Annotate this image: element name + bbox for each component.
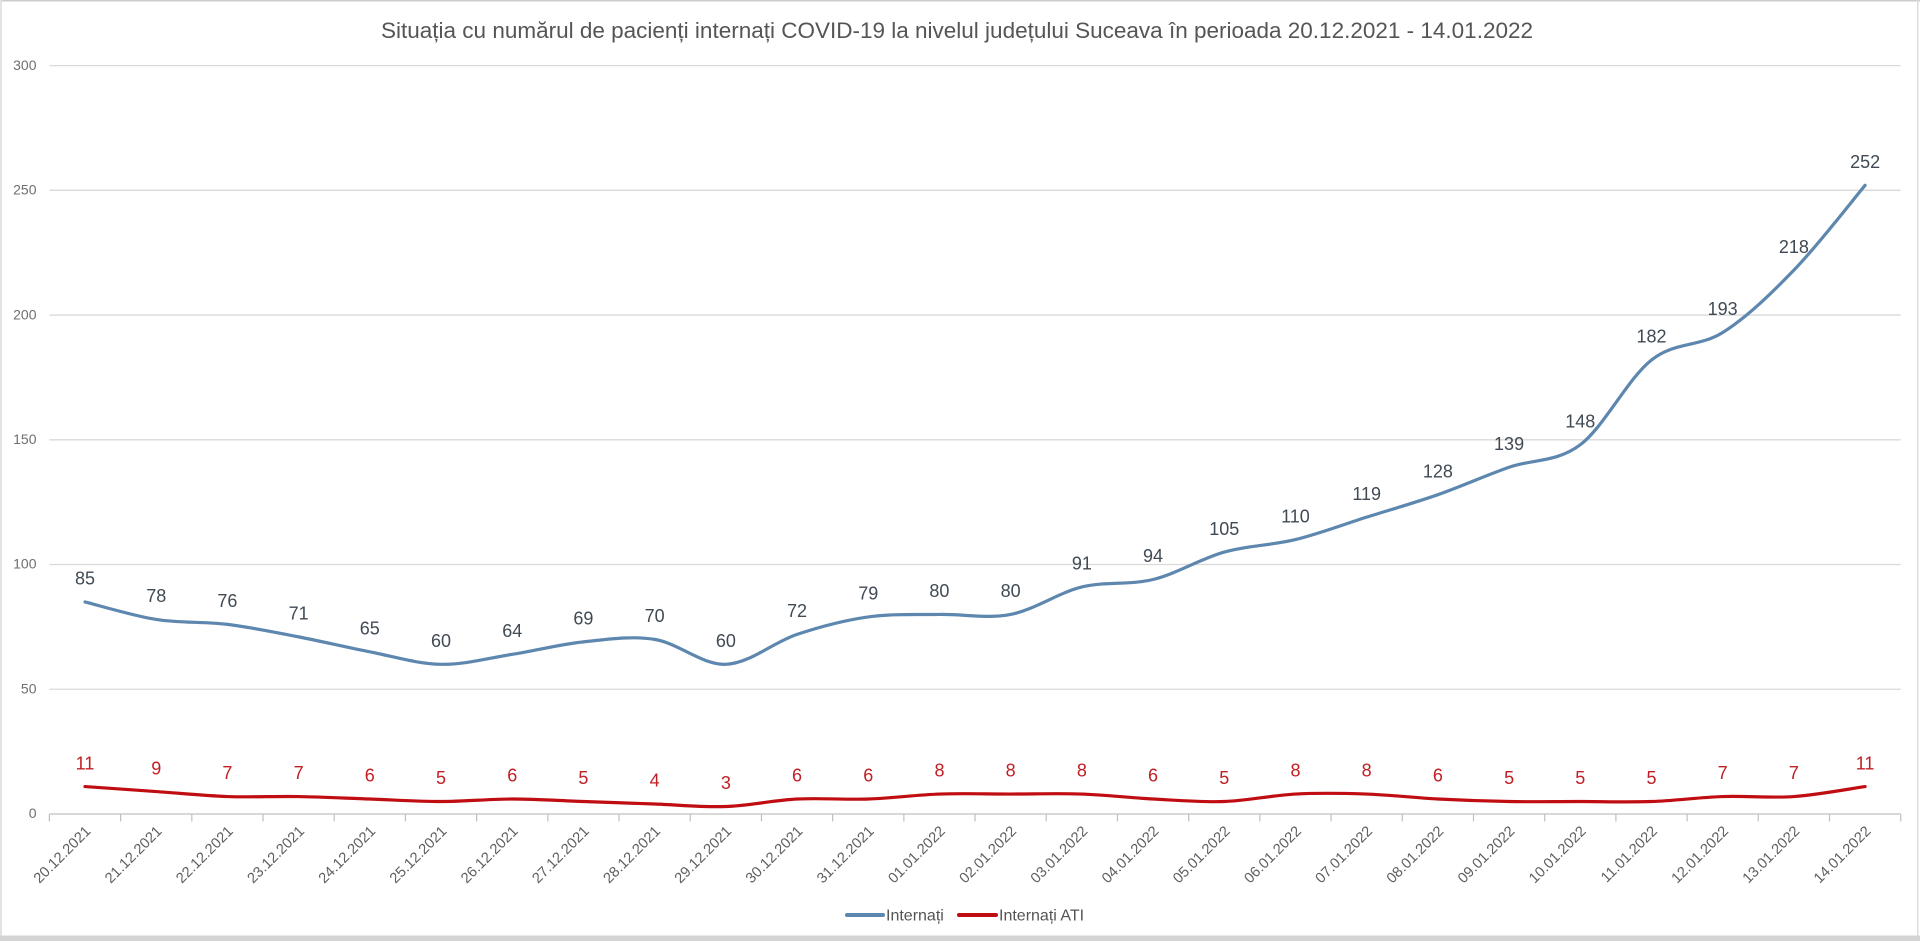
svg-text:5: 5	[436, 768, 446, 788]
svg-text:3: 3	[721, 773, 731, 793]
svg-text:60: 60	[431, 631, 451, 651]
svg-text:6: 6	[507, 766, 517, 786]
svg-text:128: 128	[1423, 461, 1453, 481]
svg-text:65: 65	[360, 619, 380, 639]
svg-text:5: 5	[1646, 768, 1656, 788]
svg-text:80: 80	[1001, 581, 1021, 601]
svg-text:70: 70	[645, 606, 665, 626]
svg-text:69: 69	[573, 609, 593, 629]
svg-text:8: 8	[934, 761, 944, 781]
svg-text:72: 72	[787, 601, 807, 621]
svg-text:7: 7	[1789, 763, 1799, 783]
svg-text:Situația cu numărul de pacienț: Situația cu numărul de pacienți internaț…	[381, 18, 1533, 43]
svg-text:218: 218	[1779, 237, 1809, 257]
svg-text:4: 4	[650, 771, 660, 791]
svg-text:5: 5	[1504, 768, 1514, 788]
svg-text:76: 76	[217, 591, 237, 611]
svg-text:78: 78	[146, 586, 166, 606]
svg-text:119: 119	[1352, 484, 1381, 504]
svg-text:8: 8	[1006, 761, 1016, 781]
svg-text:85: 85	[75, 569, 95, 589]
svg-text:148: 148	[1565, 411, 1595, 431]
svg-text:11: 11	[76, 753, 95, 773]
svg-text:79: 79	[858, 584, 878, 604]
svg-text:7: 7	[222, 763, 232, 783]
svg-text:6: 6	[1148, 766, 1158, 786]
svg-text:0: 0	[29, 805, 37, 821]
svg-text:139: 139	[1494, 434, 1524, 454]
svg-text:100: 100	[13, 556, 37, 572]
svg-text:6: 6	[863, 766, 873, 786]
svg-text:Internați ATI: Internați ATI	[999, 908, 1084, 925]
svg-text:8: 8	[1290, 761, 1300, 781]
svg-text:60: 60	[716, 631, 736, 651]
svg-text:300: 300	[13, 57, 37, 73]
svg-text:50: 50	[21, 681, 37, 697]
svg-text:80: 80	[929, 581, 949, 601]
svg-text:252: 252	[1850, 152, 1880, 172]
svg-text:7: 7	[1718, 763, 1728, 783]
svg-text:71: 71	[289, 604, 309, 624]
svg-text:11: 11	[1856, 753, 1875, 773]
svg-text:5: 5	[578, 768, 588, 788]
svg-text:6: 6	[792, 766, 802, 786]
svg-text:64: 64	[502, 621, 522, 641]
svg-text:5: 5	[1219, 768, 1229, 788]
svg-text:7: 7	[294, 763, 304, 783]
svg-text:Internați: Internați	[886, 908, 944, 925]
svg-text:94: 94	[1143, 546, 1163, 566]
svg-text:9: 9	[151, 758, 161, 778]
svg-text:250: 250	[13, 182, 37, 198]
svg-text:105: 105	[1209, 519, 1239, 539]
svg-text:6: 6	[365, 766, 375, 786]
svg-text:200: 200	[13, 306, 37, 322]
svg-text:150: 150	[13, 431, 37, 447]
svg-text:182: 182	[1636, 327, 1666, 347]
svg-text:193: 193	[1708, 299, 1738, 319]
svg-text:5: 5	[1575, 768, 1585, 788]
svg-text:91: 91	[1072, 554, 1092, 574]
svg-text:8: 8	[1077, 761, 1087, 781]
svg-text:6: 6	[1433, 766, 1443, 786]
svg-text:8: 8	[1362, 761, 1372, 781]
svg-text:110: 110	[1281, 506, 1310, 526]
